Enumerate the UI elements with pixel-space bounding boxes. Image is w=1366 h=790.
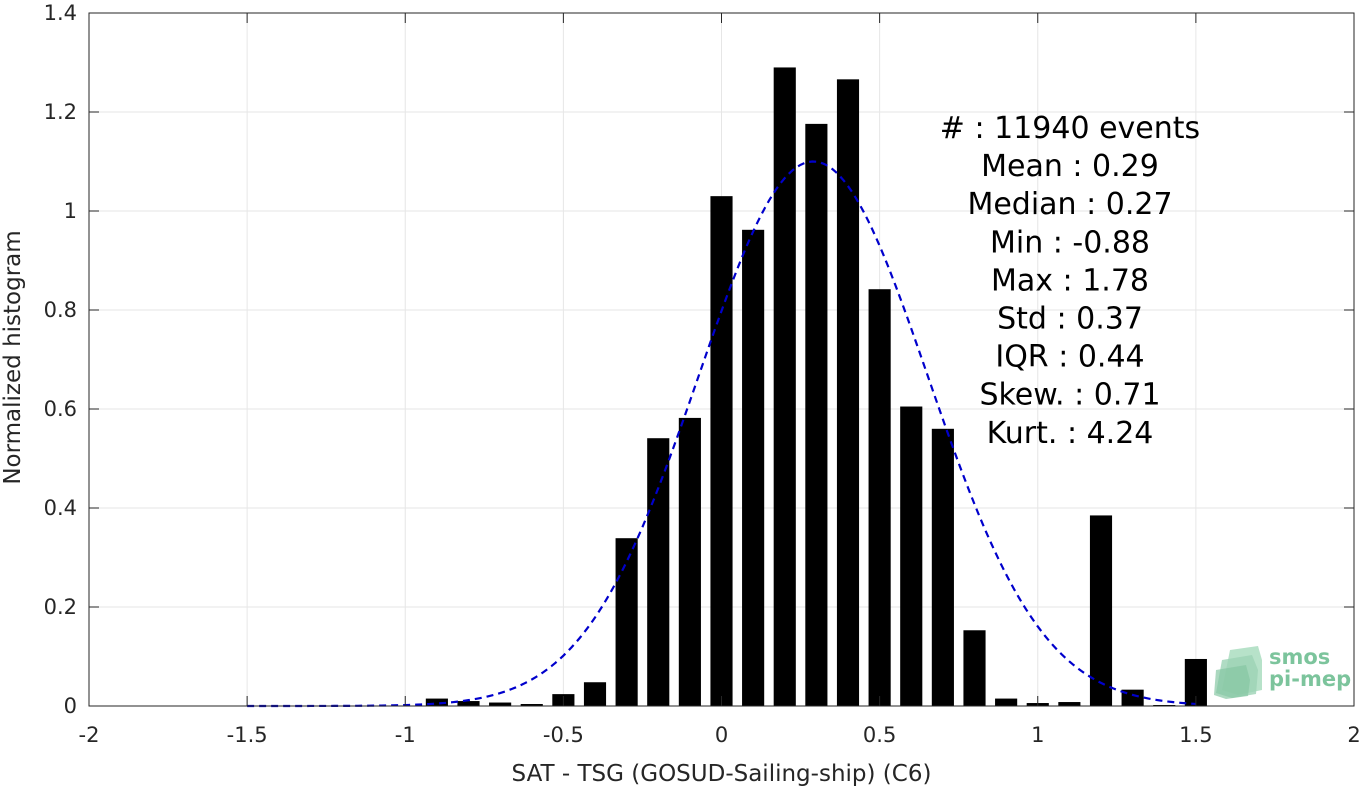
histogram-bar bbox=[520, 704, 543, 706]
histogram-bar bbox=[647, 438, 670, 706]
histogram-bar bbox=[836, 79, 860, 706]
histogram-bar bbox=[868, 289, 891, 706]
stat-line: Min : -0.88 bbox=[990, 225, 1150, 260]
y-axis-title: Normalized histogram bbox=[0, 230, 26, 484]
x-tick-label: 0 bbox=[715, 723, 728, 747]
x-tick-label: 1.5 bbox=[1179, 723, 1212, 747]
x-tick-label: -1 bbox=[395, 723, 416, 747]
stat-value: : 0.71 bbox=[1074, 378, 1160, 413]
histogram-bar bbox=[1089, 515, 1113, 706]
y-tick-label: 0 bbox=[64, 694, 77, 718]
y-tick-label: 0.6 bbox=[44, 397, 77, 421]
histogram-bar bbox=[963, 630, 986, 706]
stat-value: : 1.78 bbox=[1063, 263, 1149, 298]
y-tick-label: 0.4 bbox=[44, 496, 77, 520]
x-tick-label: 2 bbox=[1347, 723, 1360, 747]
x-tick-label: 1 bbox=[1031, 723, 1044, 747]
stat-label: Max bbox=[991, 263, 1063, 298]
histogram-bar bbox=[457, 701, 480, 706]
histogram-bar bbox=[1058, 702, 1081, 706]
x-tick-label: -2 bbox=[79, 723, 100, 747]
stat-line: Skew. : 0.71 bbox=[979, 378, 1160, 413]
stat-value: : 0.37 bbox=[1056, 302, 1142, 337]
histogram-bar bbox=[773, 67, 796, 706]
stat-value: : 0.27 bbox=[1086, 187, 1172, 222]
stat-line: # : 11940 events bbox=[940, 111, 1200, 146]
histogram-bar bbox=[931, 428, 954, 706]
x-tick-label: 0.5 bbox=[863, 723, 896, 747]
histogram-bar bbox=[995, 698, 1018, 706]
y-tick-label: 0.8 bbox=[44, 298, 77, 322]
stat-label: Skew. bbox=[979, 378, 1074, 413]
stat-line: Kurt. : 4.24 bbox=[987, 416, 1154, 451]
histogram-bar bbox=[583, 682, 607, 706]
y-tick-label: 1.2 bbox=[44, 100, 77, 124]
logo-text-pimep: pi-mep bbox=[1269, 667, 1351, 691]
histogram-bar bbox=[615, 538, 638, 706]
histogram-bar bbox=[900, 406, 923, 706]
histogram-bar bbox=[678, 417, 701, 706]
stat-value: : 0.44 bbox=[1058, 340, 1144, 375]
stat-value: : 11940 events bbox=[974, 111, 1200, 146]
smos-pi-mep-logo: smos pi-mep bbox=[1214, 645, 1351, 699]
x-tick-label: -0.5 bbox=[543, 723, 584, 747]
y-tick-label: 0.2 bbox=[44, 595, 77, 619]
y-tick-label: 1 bbox=[64, 199, 77, 223]
stat-label: Std bbox=[997, 302, 1056, 337]
histogram-bar bbox=[742, 229, 765, 706]
stat-value: : 0.29 bbox=[1072, 149, 1158, 184]
stat-label: Median bbox=[967, 187, 1086, 222]
bars-layer bbox=[425, 67, 1207, 706]
stat-line: IQR : 0.44 bbox=[995, 340, 1144, 375]
histogram-bar bbox=[710, 196, 733, 706]
histogram-bar bbox=[1184, 658, 1207, 706]
stat-line: Median : 0.27 bbox=[967, 187, 1172, 222]
logo-text-smos: smos bbox=[1269, 645, 1330, 669]
stat-value: : 4.24 bbox=[1067, 416, 1153, 451]
tick-labels-layer: -2 -1.5 -1 -0.5 0 0.5 1 1.5 2 0 0.2 0.4 0.6 0.8 1 1.2 1.… bbox=[44, 1, 1361, 747]
histogram-bar bbox=[489, 702, 512, 706]
stat-label: # bbox=[940, 111, 975, 146]
x-tick-label: -1.5 bbox=[227, 723, 268, 747]
logo-graphic-icon bbox=[1214, 646, 1262, 699]
stat-line: Mean : 0.29 bbox=[981, 149, 1159, 184]
stat-value: : -0.88 bbox=[1053, 225, 1150, 260]
stat-line: Std : 0.37 bbox=[997, 302, 1143, 337]
ticks-layer bbox=[88, 12, 1355, 707]
stat-label: Kurt. bbox=[987, 416, 1067, 451]
stat-label: Mean bbox=[981, 149, 1072, 184]
stat-label: Min bbox=[990, 225, 1053, 260]
stat-label: IQR bbox=[995, 340, 1058, 375]
y-tick-label: 1.4 bbox=[44, 1, 77, 25]
stat-line: Max : 1.78 bbox=[991, 263, 1149, 298]
histogram-bar bbox=[1121, 689, 1144, 706]
histogram-bar bbox=[805, 123, 828, 706]
x-axis-title: SAT - TSG (GOSUD-Sailing-ship) (C6) bbox=[512, 761, 932, 786]
histogram-bar bbox=[425, 698, 448, 706]
